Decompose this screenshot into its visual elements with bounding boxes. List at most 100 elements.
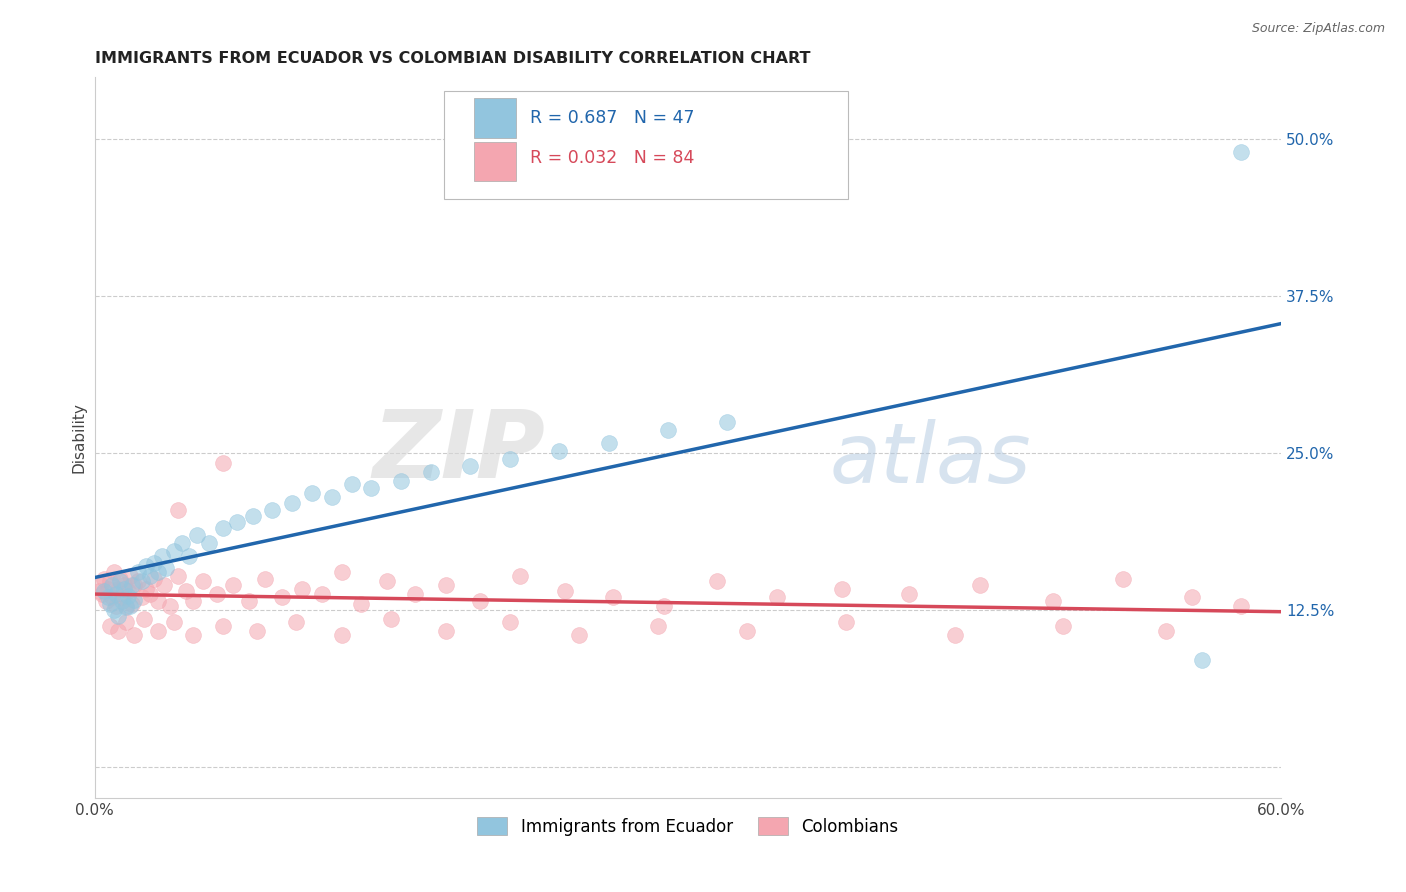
Text: R = 0.687   N = 47: R = 0.687 N = 47 bbox=[530, 109, 695, 127]
Point bbox=[271, 591, 294, 605]
Point bbox=[155, 561, 177, 575]
Point bbox=[146, 624, 169, 639]
Point bbox=[183, 594, 205, 608]
Point bbox=[212, 619, 235, 633]
Point bbox=[112, 578, 135, 592]
Point bbox=[1191, 653, 1213, 667]
Point bbox=[458, 458, 481, 473]
Text: atlas: atlas bbox=[830, 418, 1032, 500]
Point bbox=[107, 624, 129, 639]
Point bbox=[111, 591, 134, 605]
Point bbox=[238, 594, 260, 608]
Point bbox=[101, 591, 124, 605]
Point bbox=[246, 624, 269, 639]
Point bbox=[107, 582, 129, 596]
Point bbox=[159, 599, 181, 614]
Point bbox=[285, 615, 308, 630]
Point bbox=[360, 481, 382, 495]
Point bbox=[222, 578, 245, 592]
Point bbox=[150, 549, 173, 563]
Point bbox=[139, 569, 162, 583]
Point bbox=[93, 584, 115, 599]
Point bbox=[389, 474, 412, 488]
Point bbox=[898, 586, 921, 600]
Point bbox=[765, 591, 787, 605]
Point bbox=[1052, 619, 1074, 633]
Point bbox=[103, 603, 125, 617]
Point bbox=[93, 572, 115, 586]
Point bbox=[652, 599, 675, 614]
Point bbox=[735, 624, 758, 639]
Point bbox=[179, 549, 201, 563]
Point bbox=[97, 582, 120, 596]
Point bbox=[131, 574, 153, 588]
Point bbox=[375, 574, 398, 588]
Point bbox=[122, 628, 145, 642]
Point bbox=[91, 586, 114, 600]
Point bbox=[291, 582, 314, 596]
Point bbox=[152, 578, 174, 592]
Point bbox=[330, 628, 353, 642]
Point bbox=[103, 566, 125, 580]
Point bbox=[1111, 572, 1133, 586]
Point bbox=[380, 612, 402, 626]
Text: Source: ZipAtlas.com: Source: ZipAtlas.com bbox=[1251, 22, 1385, 36]
Point bbox=[132, 612, 155, 626]
Point bbox=[716, 415, 738, 429]
Point bbox=[183, 628, 205, 642]
Point bbox=[706, 574, 728, 588]
Point bbox=[554, 584, 576, 599]
Point bbox=[253, 572, 276, 586]
Point bbox=[835, 615, 858, 630]
Point bbox=[262, 502, 284, 516]
Point bbox=[1230, 599, 1253, 614]
Point bbox=[170, 536, 193, 550]
Point bbox=[117, 589, 139, 603]
Point bbox=[205, 586, 228, 600]
Point bbox=[107, 609, 129, 624]
Text: R = 0.032   N = 84: R = 0.032 N = 84 bbox=[530, 149, 695, 167]
Point bbox=[509, 569, 531, 583]
Point bbox=[101, 578, 124, 592]
Y-axis label: Disability: Disability bbox=[72, 402, 86, 473]
Point bbox=[96, 594, 118, 608]
Point bbox=[131, 591, 153, 605]
Point bbox=[225, 515, 247, 529]
Point bbox=[163, 544, 186, 558]
Point bbox=[568, 628, 591, 642]
Point bbox=[281, 496, 304, 510]
Point bbox=[602, 591, 624, 605]
Point bbox=[142, 557, 165, 571]
Point bbox=[943, 628, 966, 642]
Point bbox=[657, 424, 679, 438]
Point bbox=[404, 586, 426, 600]
Point bbox=[1230, 145, 1253, 159]
Point bbox=[1042, 594, 1064, 608]
Point bbox=[146, 566, 169, 580]
Point bbox=[135, 559, 157, 574]
Point bbox=[115, 615, 138, 630]
Point bbox=[166, 569, 188, 583]
Point bbox=[174, 584, 197, 599]
Point bbox=[110, 574, 132, 588]
FancyBboxPatch shape bbox=[444, 91, 848, 199]
Point bbox=[110, 572, 132, 586]
Point bbox=[548, 443, 571, 458]
Point bbox=[340, 477, 363, 491]
Point bbox=[419, 465, 441, 479]
Point bbox=[115, 600, 138, 615]
Point bbox=[1154, 624, 1177, 639]
Point bbox=[139, 586, 162, 600]
Point bbox=[212, 456, 235, 470]
Point bbox=[321, 490, 343, 504]
Point bbox=[127, 574, 149, 588]
Point bbox=[468, 594, 491, 608]
Point bbox=[89, 578, 111, 592]
Point bbox=[122, 578, 145, 592]
Point bbox=[436, 624, 458, 639]
Point bbox=[311, 586, 333, 600]
Point bbox=[105, 599, 128, 614]
Point bbox=[330, 566, 353, 580]
Point bbox=[112, 582, 135, 596]
Point bbox=[598, 436, 620, 450]
